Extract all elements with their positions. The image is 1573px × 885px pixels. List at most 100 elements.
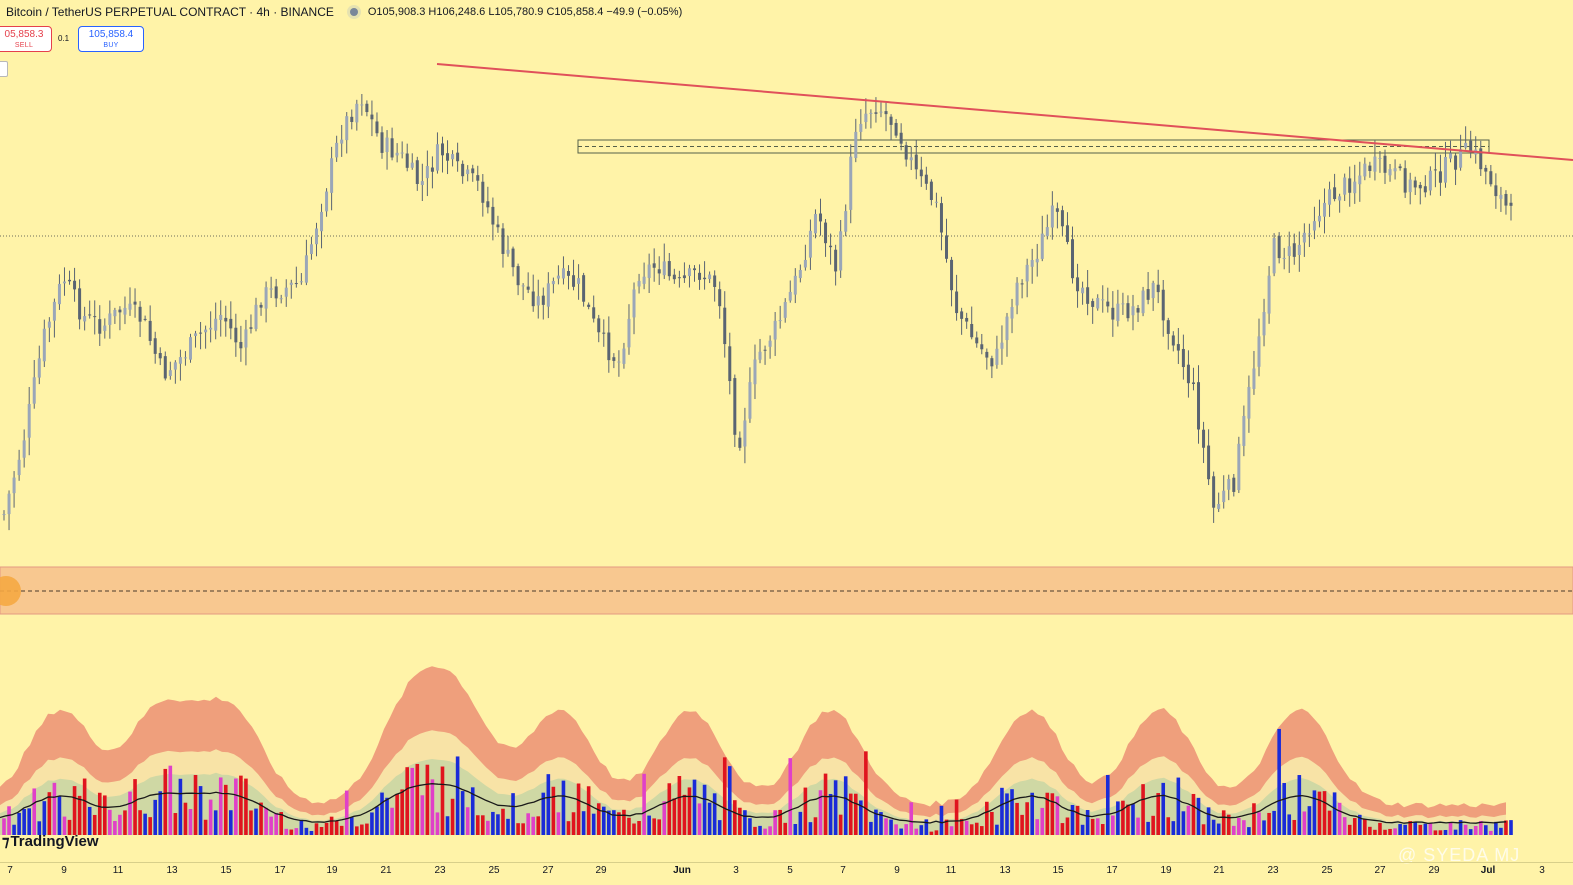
candle-body — [1317, 215, 1321, 222]
candle-body — [1383, 155, 1387, 173]
candle-body — [728, 346, 732, 382]
volume-bar — [355, 826, 359, 835]
volume-bar — [118, 814, 122, 835]
tradingview-mark-icon: ⁊ — [2, 833, 10, 850]
candle-body — [1060, 210, 1064, 227]
volume-bar — [324, 822, 329, 835]
candle-body — [1363, 163, 1367, 177]
candle-body — [435, 144, 439, 171]
candle-body — [1181, 348, 1185, 368]
candle-body — [93, 316, 97, 318]
candle-body — [314, 228, 318, 245]
candle-body — [743, 420, 747, 447]
volume-bar — [7, 806, 11, 835]
trendline — [436, 63, 1573, 161]
collapse-tab[interactable] — [0, 61, 8, 77]
quantity-value[interactable]: 0.1 — [58, 34, 70, 43]
volume-bar — [143, 813, 147, 835]
volume-bar — [531, 816, 536, 835]
sell-button[interactable]: 05,858.3 SELL — [0, 26, 52, 52]
volume-bar — [1176, 777, 1181, 835]
candle-body — [1277, 235, 1281, 259]
volume-bar — [1045, 792, 1050, 835]
volume-bar — [1055, 796, 1060, 835]
candle-body — [68, 279, 72, 282]
candle-body — [1191, 382, 1195, 384]
candle-body — [1459, 149, 1463, 168]
volume-bar — [697, 803, 702, 835]
candle-body — [531, 291, 535, 307]
candle-body — [793, 275, 797, 295]
volume-bar — [1206, 807, 1211, 835]
volume-bar — [924, 819, 929, 835]
candle-body — [128, 303, 132, 310]
candle-body — [330, 158, 334, 193]
volume-bar — [1363, 819, 1367, 835]
symbol-title[interactable]: Bitcoin / TetherUS PERPETUAL CONTRACT · … — [6, 5, 334, 19]
candle-body — [1433, 169, 1437, 171]
candle-body — [27, 404, 31, 438]
candle-body — [1358, 175, 1362, 185]
volume-bar — [344, 790, 349, 835]
x-tick-label: 23 — [434, 865, 446, 876]
candle-body — [758, 351, 762, 360]
volume-bar — [1095, 818, 1100, 835]
candle-body — [592, 307, 596, 319]
volume-bar — [979, 826, 984, 835]
candle-body — [778, 320, 782, 322]
volume-bar — [798, 811, 803, 835]
x-tick-label: 17 — [1106, 865, 1118, 876]
x-tick-label: 29 — [595, 865, 607, 876]
volume-bar — [838, 814, 843, 835]
candle-body — [385, 137, 389, 153]
candle-body — [451, 154, 455, 160]
buy-button[interactable]: 105,858.4 BUY — [78, 26, 144, 52]
candle-body — [587, 304, 591, 307]
candle-body — [466, 169, 470, 175]
candle-body — [1151, 282, 1155, 299]
candle-body — [667, 261, 671, 277]
volume-bar — [848, 793, 853, 835]
volume-bar — [390, 807, 394, 835]
candle-body — [617, 361, 621, 363]
candle-body — [471, 168, 475, 174]
candle-body — [813, 214, 817, 234]
volume-bar — [269, 816, 273, 835]
volume-bar — [990, 811, 994, 835]
candle-body — [1176, 344, 1180, 351]
volume-bar — [113, 820, 117, 835]
candle-body — [183, 357, 187, 359]
candles — [2, 94, 1513, 531]
volume-bar — [793, 824, 798, 835]
candle-body — [718, 289, 722, 307]
candle-body — [773, 320, 777, 340]
candle-body — [264, 287, 268, 309]
volume-bar — [702, 784, 707, 835]
volume-bar — [445, 816, 450, 835]
candle-body — [440, 143, 444, 156]
candle-body — [950, 259, 954, 291]
volume-bar — [1121, 800, 1125, 835]
volume-bar — [1443, 829, 1448, 835]
x-tick-label: 11 — [112, 865, 124, 876]
candle-body — [133, 301, 137, 305]
candle-body — [168, 370, 172, 376]
x-tick-label: 17 — [274, 865, 286, 876]
volume-bar — [889, 819, 893, 835]
candle-body — [340, 139, 344, 144]
time-axis[interactable]: 7 9 11 13 15 17 19 21 23 25 27 29 Jun 3 5 7 9 11 13 15 17 19 2… — [0, 862, 1573, 885]
candle-body — [209, 327, 213, 330]
volume-bar — [334, 820, 339, 835]
candle-body — [541, 295, 545, 305]
volume-bar — [1090, 818, 1095, 835]
volume-bar — [460, 791, 465, 835]
x-tick-label: 25 — [1321, 865, 1333, 876]
volume-bar — [450, 798, 455, 835]
volume-bar — [843, 776, 848, 835]
volume-bar — [1342, 817, 1347, 835]
candle-body — [1065, 225, 1069, 242]
volume-bar — [591, 813, 596, 835]
volume-bar — [1085, 809, 1090, 835]
candle-body — [138, 306, 142, 322]
